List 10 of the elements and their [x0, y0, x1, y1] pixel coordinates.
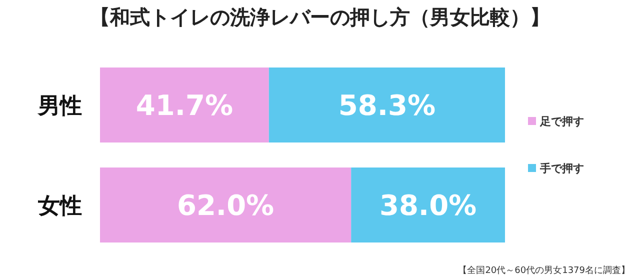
legend-label: 手で押す: [539, 162, 584, 175]
legend-label: 足で押す: [539, 115, 584, 128]
data-label: 38.0%: [379, 189, 477, 222]
text: 【全国20代～60代の男女1379名に調査】: [458, 265, 630, 276]
y-tick-label: 男性: [37, 94, 82, 119]
chart-title: 【和式トイレの洗浄レバーの押し方（男女比較）】: [90, 5, 550, 29]
data-label: 62.0%: [176, 189, 274, 222]
data-label: 41.7%: [136, 89, 234, 122]
data-label: 58.3%: [338, 89, 436, 122]
y-tick-label: 女性: [37, 194, 82, 219]
